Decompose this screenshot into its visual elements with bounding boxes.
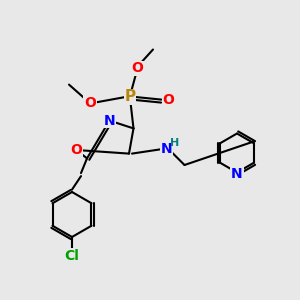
- Text: N: N: [104, 114, 115, 128]
- Text: Cl: Cl: [64, 249, 80, 262]
- Text: H: H: [170, 137, 179, 148]
- Text: N: N: [161, 142, 172, 156]
- Text: O: O: [84, 96, 96, 110]
- Text: O: O: [131, 61, 143, 75]
- Text: N: N: [231, 167, 243, 181]
- Text: O: O: [162, 93, 174, 106]
- Text: P: P: [124, 89, 136, 104]
- Text: O: O: [70, 143, 83, 157]
